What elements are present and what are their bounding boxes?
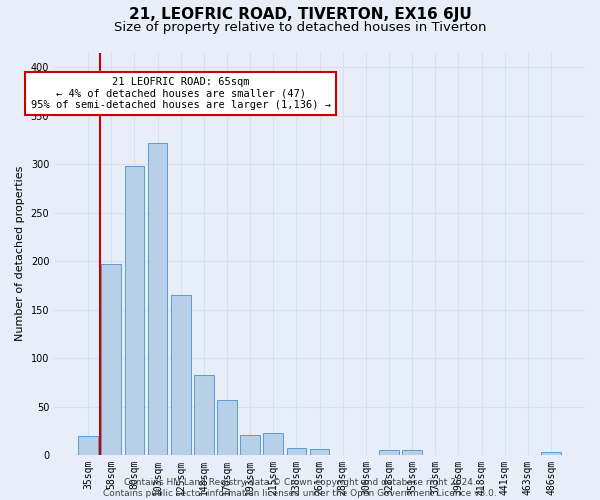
Bar	[171, 295, 191, 455]
Bar	[310, 449, 329, 455]
Bar	[101, 264, 121, 455]
Text: Size of property relative to detached houses in Tiverton: Size of property relative to detached ho…	[114, 21, 486, 34]
Bar	[217, 400, 237, 455]
Bar	[78, 436, 98, 455]
Bar	[125, 166, 144, 455]
Y-axis label: Number of detached properties: Number of detached properties	[15, 166, 25, 342]
Text: Contains HM Land Registry data © Crown copyright and database right 2024.
Contai: Contains HM Land Registry data © Crown c…	[103, 478, 497, 498]
Bar	[403, 450, 422, 455]
Bar	[263, 432, 283, 455]
Bar	[148, 142, 167, 455]
Text: 21, LEOFRIC ROAD, TIVERTON, EX16 6JU: 21, LEOFRIC ROAD, TIVERTON, EX16 6JU	[128, 8, 472, 22]
Bar	[541, 452, 561, 455]
Bar	[379, 450, 399, 455]
Bar	[240, 434, 260, 455]
Bar	[287, 448, 306, 455]
Bar	[194, 374, 214, 455]
Text: 21 LEOFRIC ROAD: 65sqm
← 4% of detached houses are smaller (47)
95% of semi-deta: 21 LEOFRIC ROAD: 65sqm ← 4% of detached …	[31, 76, 331, 110]
